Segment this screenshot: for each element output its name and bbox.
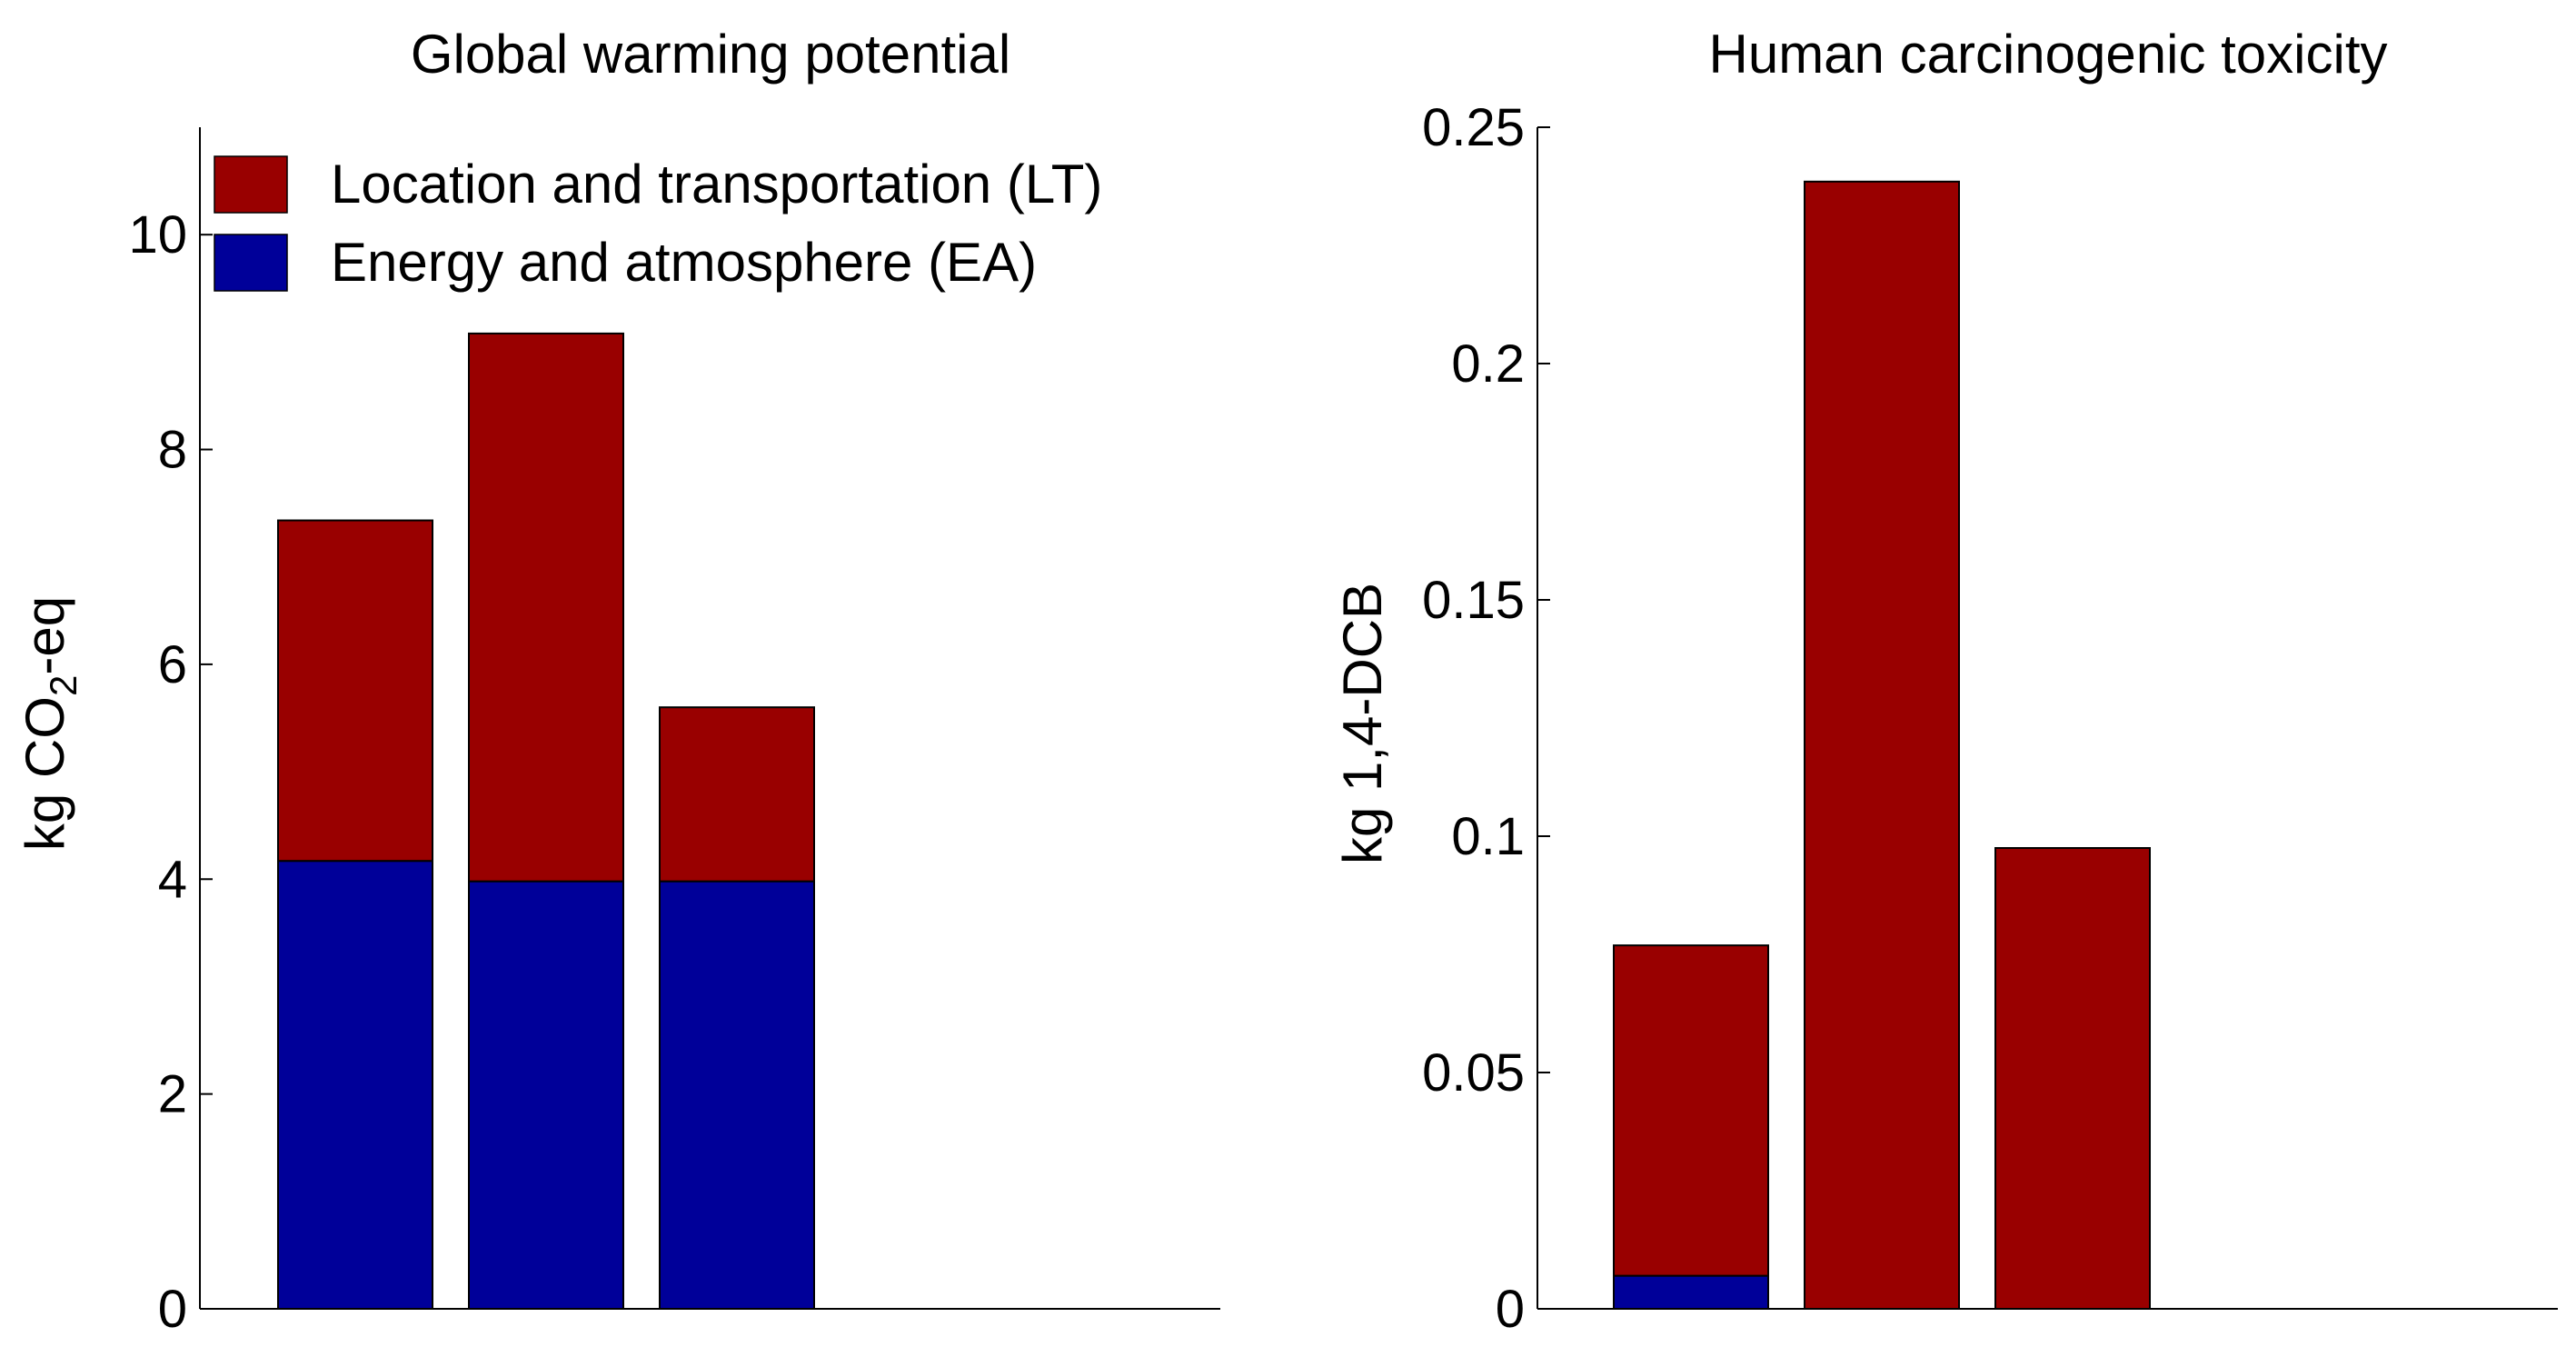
legend-swatch-lt <box>214 155 288 214</box>
gwp-y-axis-label-prefix: kg CO <box>15 696 75 851</box>
toxicity-bar-2-lt <box>1804 180 1960 1310</box>
legend-swatch-ea <box>214 234 288 292</box>
toxicity-y-tick-label: 0.2 <box>1451 334 1525 394</box>
toxicity-y-tick-label: 0.05 <box>1422 1043 1525 1103</box>
toxicity-chart-title: Human carcinogenic toxicity <box>1709 24 2388 85</box>
gwp-bar-3-ea <box>659 880 815 1310</box>
gwp-y-tick-label: 4 <box>158 850 187 909</box>
gwp-y-axis-label: kg CO2-eq <box>15 596 85 851</box>
gwp-y-axis-label-suffix: -eq <box>15 596 75 675</box>
gwp-bar-3-lt <box>659 706 815 883</box>
gwp-y-tick-label: 6 <box>158 635 187 694</box>
toxicity-y-tick-label: 0.1 <box>1451 807 1525 866</box>
gwp-chart: Global warming potential kg CO2-eq 02468… <box>15 24 1220 1339</box>
toxicity-y-tick-label: 0.25 <box>1422 98 1525 157</box>
gwp-bar-2-lt <box>468 332 624 883</box>
gwp-y-tick-label: 2 <box>158 1065 187 1124</box>
gwp-legend: Location and transportation (LT) Energy … <box>214 154 1102 293</box>
toxicity-y-tick-label: 0 <box>1496 1280 1525 1339</box>
legend-label-ea: Energy and atmosphere (EA) <box>331 232 1037 293</box>
toxicity-axes: 0 0.05 0.1 0.15 0.2 0.25 <box>1422 98 2558 1339</box>
gwp-y-tick-label: 8 <box>158 421 187 480</box>
gwp-chart-title: Global warming potential <box>411 24 1010 85</box>
toxicity-y-tick-label: 0.15 <box>1422 571 1525 630</box>
toxicity-bar-1-lt <box>1613 944 1769 1277</box>
toxicity-chart: Human carcinogenic toxicity kg 1,4-DCB 0… <box>1332 24 2558 1339</box>
gwp-y-tick-label: 0 <box>158 1280 187 1339</box>
gwp-bar-1-ea <box>277 860 433 1310</box>
gwp-bars <box>277 332 815 1310</box>
toxicity-y-axis-label: kg 1,4-DCB <box>1332 583 1393 864</box>
gwp-bar-1-lt <box>277 519 433 863</box>
gwp-axes: 0 2 4 6 8 10 <box>128 127 1220 1339</box>
gwp-bar-2-ea <box>468 880 624 1310</box>
gwp-y-tick-label: 10 <box>128 205 187 264</box>
legend-label-lt: Location and transportation (LT) <box>331 154 1102 215</box>
toxicity-bar-3-lt <box>1994 847 2151 1310</box>
gwp-y-axis-label-subscript: 2 <box>42 675 85 696</box>
toxicity-bar-1-ea <box>1613 1274 1769 1310</box>
toxicity-bars <box>1613 180 2151 1310</box>
